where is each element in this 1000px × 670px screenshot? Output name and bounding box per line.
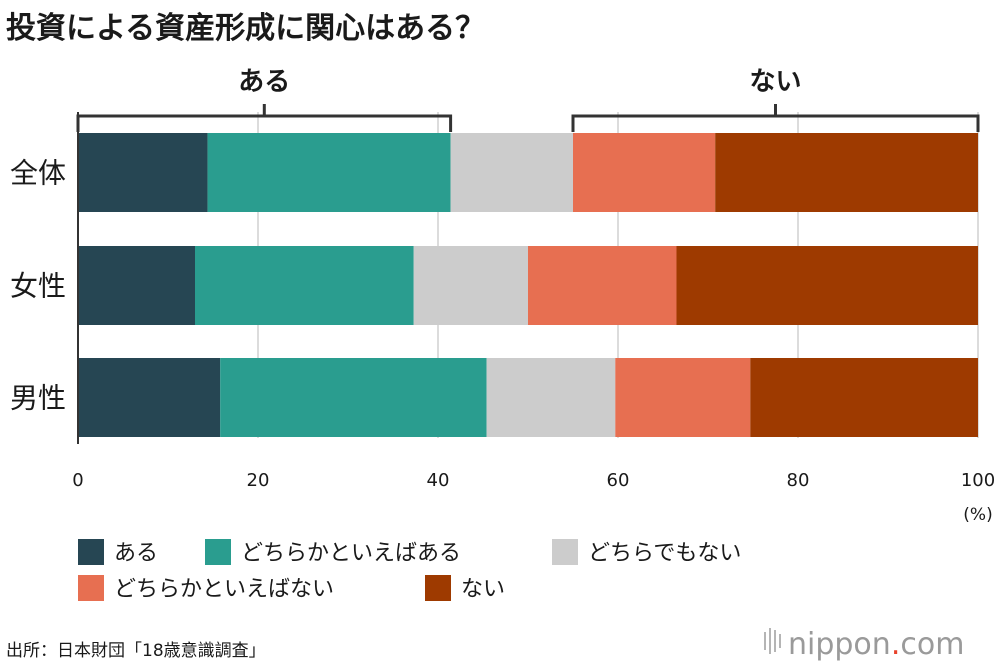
legend-label-2: どちらかといえばある xyxy=(241,541,461,566)
bar-1-segment-1 xyxy=(78,133,208,212)
brand-main: nippon xyxy=(788,627,891,662)
bar-1-segment-5 xyxy=(715,133,978,212)
bars xyxy=(78,133,978,437)
bar-3-segment-1 xyxy=(78,358,221,437)
x-tick-label-0: 0 xyxy=(72,470,83,491)
brand-bar-2 xyxy=(769,628,771,654)
brand-bar-1 xyxy=(764,632,766,650)
source-note: 出所：日本財団「18歳意識調査」 xyxy=(6,641,266,661)
x-tick-label-40: 40 xyxy=(427,470,450,491)
brand-bar-3 xyxy=(774,630,776,652)
legend-swatch-3 xyxy=(552,539,578,565)
bar-3-segment-2 xyxy=(220,358,487,437)
brand-dot: . xyxy=(891,627,901,662)
legend-swatch-5 xyxy=(425,575,451,601)
bar-1-segment-3 xyxy=(450,133,573,212)
category-label-1: 全体 xyxy=(10,157,66,190)
chart-title: 投資による資産形成に関心はある？ xyxy=(6,11,485,46)
bar-2-segment-2 xyxy=(195,246,414,325)
bar-2-segment-5 xyxy=(676,246,978,325)
bar-2-segment-3 xyxy=(413,246,528,325)
brand-logo: nippon.com xyxy=(764,627,964,662)
brand-text: nippon.com xyxy=(788,627,964,662)
bar-1-segment-2 xyxy=(207,133,451,212)
bar-2-segment-1 xyxy=(78,246,195,325)
legend-swatch-4 xyxy=(78,575,104,601)
brand-suffix: com xyxy=(900,627,964,662)
legend-label-1: ある xyxy=(114,541,158,566)
legend-label-3: どちらでもない xyxy=(588,541,741,566)
bar-3-segment-4 xyxy=(615,358,751,437)
brackets: ある ない xyxy=(76,67,980,132)
x-unit-label: (%) xyxy=(963,505,992,525)
bracket-label-2: ない xyxy=(749,67,801,97)
x-tick-label-20: 20 xyxy=(247,470,270,491)
bar-2-segment-4 xyxy=(528,246,677,325)
bar-3-segment-5 xyxy=(750,358,978,437)
bracket-label-1: ある xyxy=(238,67,290,97)
legend-swatch-2 xyxy=(205,539,231,565)
category-label-2: 女性 xyxy=(10,270,66,303)
legend-swatch-1 xyxy=(78,539,104,565)
bar-3-segment-3 xyxy=(486,358,616,437)
x-tick-label-80: 80 xyxy=(787,470,810,491)
x-tick-label-100: 100 xyxy=(961,470,995,491)
bracket-1 xyxy=(76,114,453,132)
bracket-2 xyxy=(571,114,980,132)
x-tick-label-60: 60 xyxy=(607,470,630,491)
legend-label-4: どちらかといえばない xyxy=(114,577,334,602)
bar-1-segment-4 xyxy=(573,133,716,212)
x-axis: 0 20 40 60 80 100 xyxy=(72,112,995,491)
legend-label-5: ない xyxy=(461,577,505,602)
category-label-3: 男性 xyxy=(10,382,66,415)
brand-bar-4 xyxy=(779,634,781,648)
